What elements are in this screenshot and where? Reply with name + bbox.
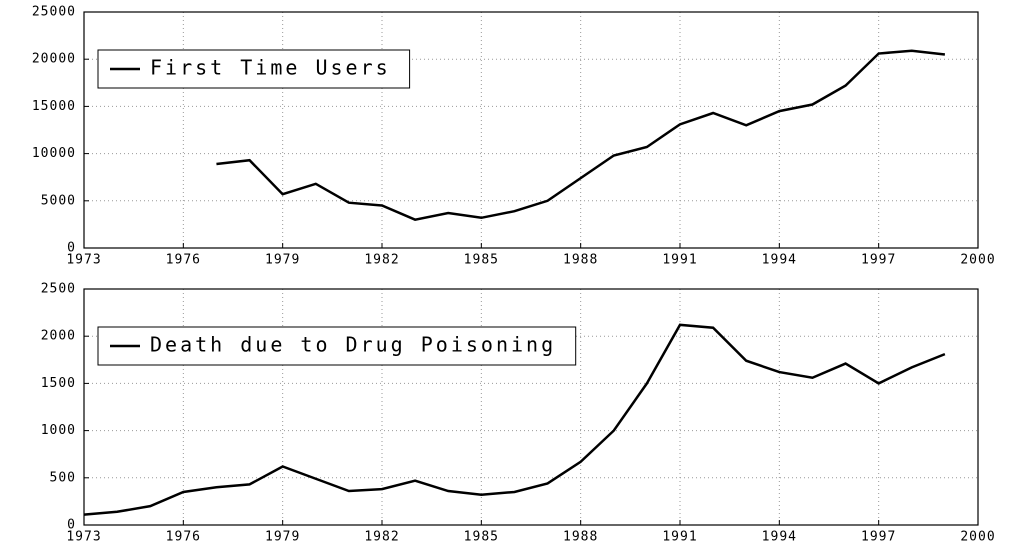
plot-frame bbox=[83, 11, 979, 249]
line bbox=[83, 323, 946, 516]
x-tick-label: 1991 bbox=[662, 253, 697, 268]
x-tick-label: 1988 bbox=[563, 530, 598, 545]
x-tick-label: 1979 bbox=[265, 253, 300, 268]
x-tick-label: 1991 bbox=[662, 530, 697, 545]
y-tick-label: 2000 bbox=[41, 329, 76, 344]
legend-box bbox=[97, 326, 577, 366]
x-tick-label: 2000 bbox=[960, 530, 995, 545]
y-tick-label: 25000 bbox=[32, 5, 76, 20]
y-tick-label: 0 bbox=[67, 518, 76, 533]
y-tick-label: 15000 bbox=[32, 99, 76, 114]
x-tick-label: 1985 bbox=[464, 530, 499, 545]
legend-label: First Time Users bbox=[150, 56, 391, 80]
y-tick-label: 5000 bbox=[41, 193, 76, 208]
x-tick-label: 1973 bbox=[66, 253, 101, 268]
plot-frame bbox=[83, 288, 979, 526]
x-tick-label: 1982 bbox=[364, 530, 399, 545]
x-tick-label: 2000 bbox=[960, 253, 995, 268]
x-tick-label: 1997 bbox=[861, 253, 896, 268]
y-tick-label: 20000 bbox=[32, 52, 76, 67]
y-tick-label: 1500 bbox=[41, 376, 76, 391]
y-tick-label: 2500 bbox=[41, 282, 76, 297]
x-tick-label: 1973 bbox=[66, 530, 101, 545]
y-tick-label: 0 bbox=[67, 241, 76, 256]
y-tick-label: 10000 bbox=[32, 146, 76, 161]
x-tick-label: 1979 bbox=[265, 530, 300, 545]
x-tick-label: 1976 bbox=[166, 530, 201, 545]
x-tick-label: 1994 bbox=[762, 253, 797, 268]
line bbox=[216, 49, 946, 221]
x-tick-label: 1997 bbox=[861, 530, 896, 545]
legend-box bbox=[97, 49, 411, 89]
x-tick-label: 1994 bbox=[762, 530, 797, 545]
y-tick-label: 500 bbox=[50, 470, 76, 485]
x-tick-label: 1976 bbox=[166, 253, 201, 268]
x-tick-label: 1985 bbox=[464, 253, 499, 268]
legend-label: Death due to Drug Poisoning bbox=[150, 333, 556, 357]
x-tick-label: 1982 bbox=[364, 253, 399, 268]
y-tick-label: 1000 bbox=[41, 423, 76, 438]
x-tick-label: 1988 bbox=[563, 253, 598, 268]
